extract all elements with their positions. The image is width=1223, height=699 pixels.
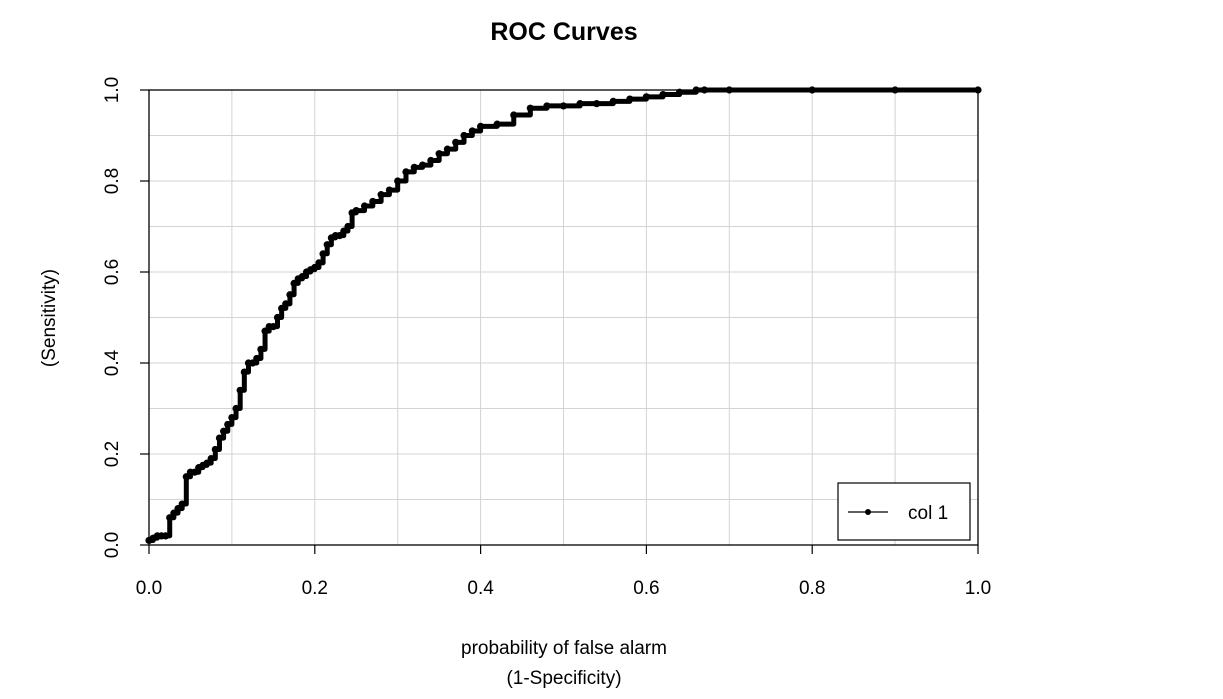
roc-curve-point	[891, 86, 899, 94]
roc-curve-point	[253, 354, 261, 363]
roc-curve-point	[418, 161, 427, 169]
roc-curve-point	[692, 86, 700, 94]
roc-curve-point	[642, 93, 651, 101]
roc-curve-point	[576, 100, 584, 108]
roc-curve-point	[290, 279, 298, 287]
roc-curve-point	[377, 191, 385, 199]
roc-curve-point	[228, 414, 236, 422]
roc-curve-point	[257, 345, 265, 353]
roc-curve-point	[460, 131, 468, 140]
roc-curve-point	[170, 509, 178, 517]
roc-curve-point	[543, 102, 551, 110]
roc-curve-point	[360, 202, 369, 210]
roc-curve-point	[352, 206, 360, 215]
roc-curve-point	[410, 163, 418, 171]
roc-curve-point	[311, 263, 319, 272]
roc-curve-point	[340, 227, 348, 235]
roc-curve-point	[974, 86, 982, 94]
roc-curve-point	[510, 111, 518, 119]
y-tick-label: 0.4	[102, 349, 123, 376]
roc-curve-point	[174, 505, 182, 513]
grid-lines	[148, 89, 979, 546]
roc-curve-point	[215, 434, 224, 442]
y-tick-label: 0.2	[102, 441, 123, 467]
legend-point-icon	[865, 509, 871, 515]
series-layer	[145, 86, 982, 545]
roc-curve-point	[402, 168, 410, 176]
roc-curve-point	[385, 186, 394, 194]
x-tick-label: 0.6	[633, 578, 659, 599]
roc-curve-point	[808, 86, 816, 94]
roc-curve-point	[659, 90, 667, 99]
roc-curve-point	[700, 86, 709, 94]
x-tick-label: 0.4	[467, 578, 494, 599]
roc-curve-point	[493, 120, 501, 128]
roc-curve-point	[298, 272, 306, 281]
x-tick-label: 0.2	[302, 578, 328, 599]
x-tick-label: 0.8	[799, 578, 825, 599]
y-tick-label: 0.0	[102, 532, 123, 558]
roc-curve-point	[427, 156, 435, 165]
roc-curve-point	[261, 327, 269, 335]
roc-curve-point	[220, 427, 228, 435]
y-axis: 0.0 0.2 0.4 0.6 0.8 1.0	[102, 77, 149, 558]
roc-curve-point	[282, 300, 290, 308]
roc-curve-point	[675, 88, 684, 96]
roc-curve-point	[249, 359, 257, 367]
roc-curve-point	[278, 304, 286, 312]
roc-curve-point	[369, 197, 377, 206]
roc-curve-point	[178, 500, 186, 508]
x-axis: 0.0 0.2 0.4 0.6 0.8 1.0	[136, 545, 991, 599]
roc-curve-point	[626, 95, 634, 103]
roc-curve-point	[240, 368, 248, 376]
roc-curve-point	[526, 104, 534, 112]
roc-curve-point	[609, 97, 617, 105]
roc-curve-point	[725, 86, 733, 94]
roc-curve-point	[211, 445, 219, 454]
roc-curve-point	[190, 468, 199, 476]
roc-curve-point	[435, 150, 443, 158]
chart-title: ROC Curves	[490, 18, 637, 46]
legend-box	[837, 482, 971, 541]
roc-curve-point	[224, 420, 232, 429]
plot-frame	[148, 89, 979, 546]
roc-curve-point	[232, 404, 240, 413]
roc-curve-point	[166, 514, 174, 522]
roc-curve-point	[344, 222, 352, 231]
roc-curve-point	[443, 145, 452, 153]
x-axis-label-line-2: (1-Specificity)	[506, 668, 621, 689]
x-tick-label: 0.0	[136, 578, 162, 599]
roc-curve-point	[336, 232, 344, 240]
roc-curve-point	[236, 386, 244, 394]
roc-curve-point	[203, 459, 211, 467]
roc-curve-point	[593, 100, 601, 108]
y-tick-label: 0.6	[102, 259, 123, 285]
roc-curve-point	[273, 313, 282, 322]
roc-curve-point	[559, 102, 568, 110]
legend: col 1	[837, 482, 971, 541]
roc-curve-point	[269, 323, 277, 331]
y-tick-label: 1.0	[102, 77, 123, 103]
x-tick-label: 1.0	[965, 578, 991, 599]
roc-curve-point	[319, 250, 327, 258]
roc-curve-point	[477, 122, 485, 130]
y-axis-label: (Sensitivity)	[39, 269, 60, 367]
roc-curve-point	[161, 532, 170, 540]
y-tick-label: 0.8	[102, 168, 123, 194]
roc-curve-point	[182, 473, 190, 481]
roc-curve-point	[207, 454, 215, 463]
roc-curve-point	[394, 177, 402, 185]
x-axis-label-line-1: probability of false alarm	[461, 638, 667, 659]
roc-curve-point	[286, 291, 294, 299]
roc-curve-point	[323, 241, 331, 249]
roc-curve-point	[452, 138, 460, 146]
roc-curve-point	[315, 259, 323, 267]
roc-curve-point	[468, 127, 476, 135]
legend-entry-col-1: col 1	[908, 503, 948, 524]
